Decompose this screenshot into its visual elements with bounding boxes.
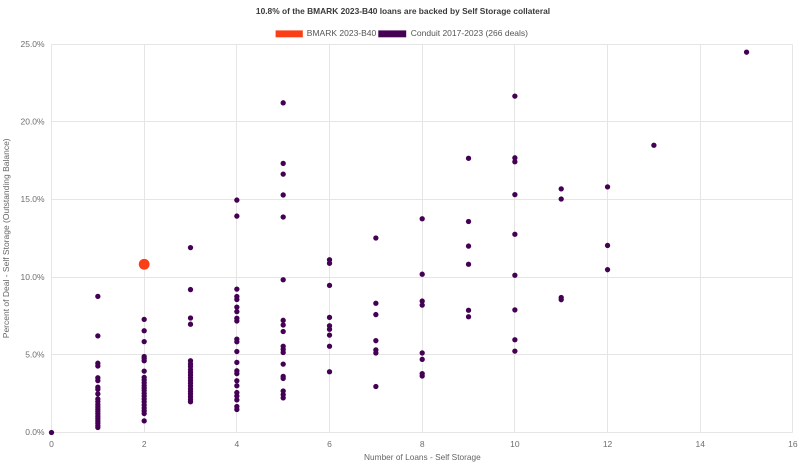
- svg-text:20.0%: 20.0%: [20, 116, 45, 126]
- svg-text:Conduit 2017-2023 (266 deals): Conduit 2017-2023 (266 deals): [411, 28, 528, 38]
- svg-text:8: 8: [420, 439, 425, 449]
- svg-text:16: 16: [788, 439, 798, 449]
- svg-text:15.0%: 15.0%: [20, 194, 45, 204]
- svg-text:5.0%: 5.0%: [25, 350, 45, 360]
- svg-text:12: 12: [603, 439, 613, 449]
- svg-text:10.8% of the BMARK 2023-B40 lo: 10.8% of the BMARK 2023-B40 loans are ba…: [256, 6, 550, 16]
- svg-text:BMARK 2023-B40: BMARK 2023-B40: [307, 28, 377, 38]
- svg-text:14: 14: [695, 439, 705, 449]
- svg-text:Number of Loans - Self Storage: Number of Loans - Self Storage: [364, 452, 481, 462]
- svg-text:0.0%: 0.0%: [25, 427, 45, 437]
- svg-text:10: 10: [510, 439, 520, 449]
- svg-text:0: 0: [49, 439, 54, 449]
- svg-text:25.0%: 25.0%: [20, 39, 45, 49]
- svg-text:6: 6: [327, 439, 332, 449]
- svg-text:4: 4: [234, 439, 239, 449]
- svg-text:10.0%: 10.0%: [20, 272, 45, 282]
- svg-text:2: 2: [142, 439, 147, 449]
- svg-text:Percent of Deal - Self Storage: Percent of Deal - Self Storage (Outstand…: [1, 138, 11, 338]
